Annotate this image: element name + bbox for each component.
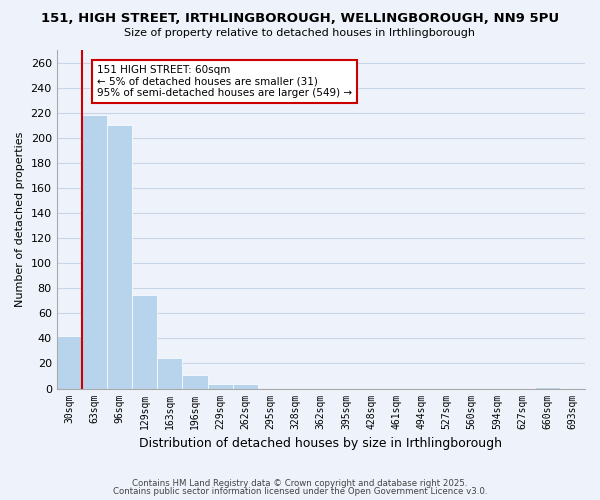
Bar xyxy=(182,375,208,388)
Bar xyxy=(233,384,258,388)
Text: Contains public sector information licensed under the Open Government Licence v3: Contains public sector information licen… xyxy=(113,487,487,496)
Bar xyxy=(208,384,233,388)
Bar xyxy=(56,336,82,388)
Bar xyxy=(82,115,107,388)
Text: Size of property relative to detached houses in Irthlingborough: Size of property relative to detached ho… xyxy=(125,28,476,38)
Text: Contains HM Land Registry data © Crown copyright and database right 2025.: Contains HM Land Registry data © Crown c… xyxy=(132,478,468,488)
Text: 151, HIGH STREET, IRTHLINGBOROUGH, WELLINGBOROUGH, NN9 5PU: 151, HIGH STREET, IRTHLINGBOROUGH, WELLI… xyxy=(41,12,559,26)
Bar xyxy=(157,358,182,388)
X-axis label: Distribution of detached houses by size in Irthlingborough: Distribution of detached houses by size … xyxy=(139,437,502,450)
Bar xyxy=(107,125,132,388)
Bar xyxy=(132,294,157,388)
Y-axis label: Number of detached properties: Number of detached properties xyxy=(15,132,25,307)
Text: 151 HIGH STREET: 60sqm
← 5% of detached houses are smaller (31)
95% of semi-deta: 151 HIGH STREET: 60sqm ← 5% of detached … xyxy=(97,65,352,98)
